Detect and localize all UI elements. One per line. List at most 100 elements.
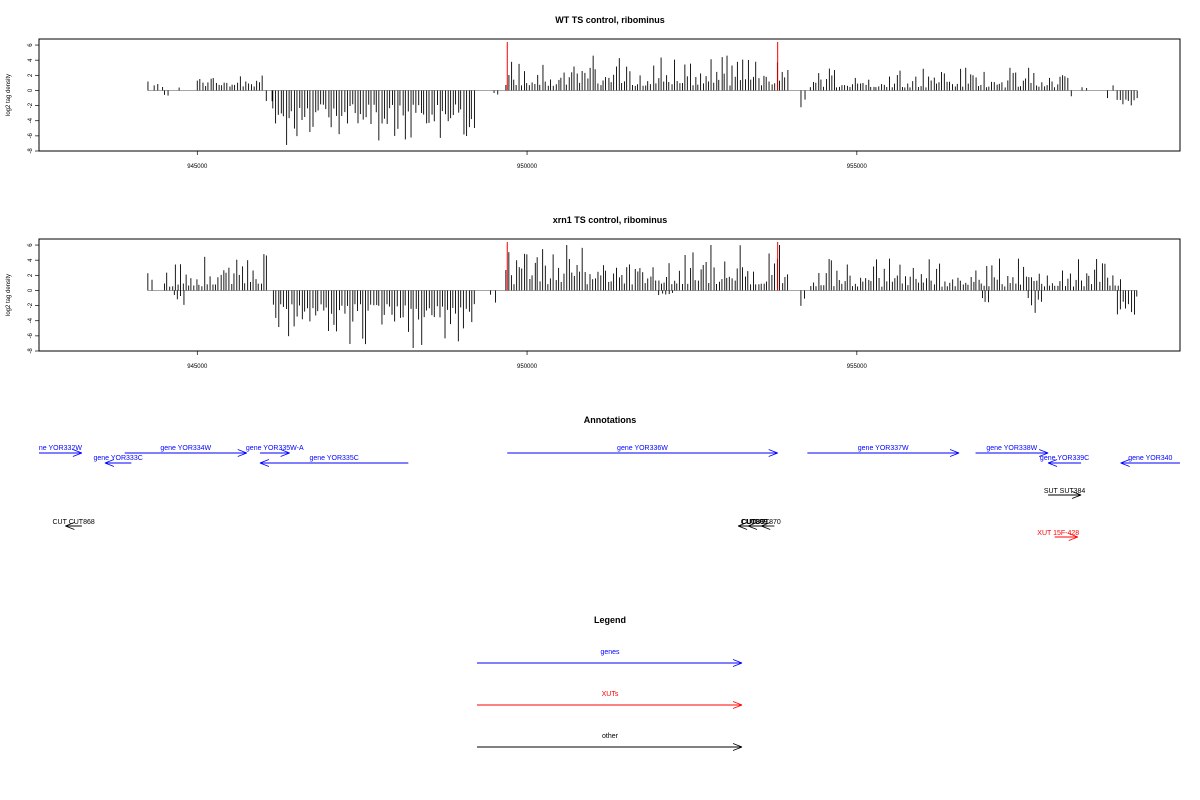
gene-arrow-head	[768, 449, 778, 454]
wt-y-tick-label: -4	[28, 117, 34, 123]
annotation-features: ne YOR332W gene YOR333C gene YOR334W gene Y…	[39, 445, 1180, 541]
gene-arrow-head	[72, 452, 83, 457]
other-arrow-head	[761, 522, 771, 527]
legend-arrow-other-head	[732, 746, 743, 751]
wt-panel-title: WT TS control, ribominus	[555, 15, 665, 25]
other-arrow-head	[1071, 494, 1082, 499]
xrn1-y-tick-label: 6	[28, 243, 34, 247]
gene-label: gene YOR333C	[93, 455, 142, 462]
other-label: CUT869	[742, 519, 768, 526]
other-label: CUT	[741, 519, 756, 526]
wt-x-axis: 945000 950000 955000	[187, 151, 867, 170]
other-arrow-head	[65, 522, 75, 527]
wt-signal-bars	[147, 55, 1138, 145]
wt-y-tick-label: 4	[28, 58, 34, 62]
xrn1-y-axis: -8 -6 -4 -2 0 2 4 6	[28, 243, 39, 354]
wt-x-tick-label: 945000	[187, 164, 208, 170]
xrn1-y-tick-label: -8	[28, 348, 34, 354]
legend-label: genes	[600, 649, 620, 656]
xrn1-y-tick-label: 4	[28, 258, 34, 262]
other-arrow-head	[1071, 491, 1082, 496]
wt-y-axis-label: log2 tag density	[6, 74, 12, 116]
wt-markers	[506, 42, 779, 91]
xrn1-markers	[506, 242, 779, 291]
legend-label: XUTs	[602, 691, 619, 698]
gene-arrow-head	[72, 449, 83, 454]
gene-arrow-head	[1047, 462, 1058, 467]
xrn1-y-axis-label: log2 tag density	[6, 274, 12, 316]
wt-y-tick-label: 6	[28, 43, 34, 47]
gene-arrow-head	[237, 449, 247, 454]
legend-title: Legend	[594, 615, 626, 625]
annotations-title: Annotations	[584, 415, 637, 425]
wt-plot-frame	[38, 38, 1181, 152]
legend-label: other	[602, 733, 619, 740]
xrn1-signal-panel: xrn1 TS control, ribominus log2 tag dens…	[6, 215, 1181, 370]
gene-arrow-head	[280, 449, 290, 454]
xrn1-y-tick-label: 2	[28, 273, 34, 277]
gene-label: gene YOR337W	[858, 445, 909, 452]
legend-items: genes XUTs other	[477, 649, 743, 751]
other-label: CUT870	[755, 519, 781, 526]
wt-y-tick-label: 0	[28, 88, 34, 92]
gene-arrow-head	[949, 452, 960, 457]
xrn1-y-tick-label: -4	[28, 317, 34, 323]
gene-label: gene YOR334W	[160, 445, 211, 452]
legend-arrow-genes-head	[732, 659, 743, 664]
gene-label: gene YOR335W-A	[246, 445, 304, 452]
xrn1-y-tick-label: -2	[28, 302, 34, 308]
xrn1-x-tick-label: 945000	[187, 364, 208, 370]
xrn1-x-tick-label: 950000	[517, 364, 538, 370]
xrn1-x-tick-label: 955000	[847, 364, 868, 370]
gene-arrow-head	[237, 452, 247, 457]
xrn1-signal-bars	[147, 245, 1138, 348]
gene-arrow-head	[104, 462, 115, 467]
gene-label: gene YOR338W	[986, 445, 1037, 452]
gene-arrow-head	[768, 452, 778, 457]
xrn1-y-tick-label: -6	[28, 333, 34, 339]
gene-arrow-head	[949, 449, 960, 454]
xrn1-panel-title: xrn1 TS control, ribominus	[553, 215, 668, 225]
gene-label: ne YOR332W	[39, 445, 82, 452]
wt-y-tick-label: 2	[28, 73, 34, 77]
annotations-track: Annotations ne YOR332W gene YOR333C gene Y…	[39, 415, 1180, 541]
gene-arrow-head	[1038, 452, 1049, 457]
gene-arrow-head	[259, 462, 270, 467]
gene-label: gene YOR336W	[617, 445, 668, 452]
gene-label: gene YOR335C	[309, 455, 358, 462]
gene-arrow-head	[1047, 459, 1058, 464]
xrn1-y-tick-label: 0	[28, 288, 34, 292]
other-arrow-head	[65, 525, 75, 530]
other-arrow-head	[737, 522, 748, 527]
wt-x-tick-label: 955000	[847, 164, 868, 170]
xut-label: XUT 15F-428	[1037, 530, 1079, 537]
gene-arrow-head	[259, 459, 270, 464]
wt-y-tick-label: -2	[28, 102, 34, 108]
other-label: SUT SUT384	[1044, 488, 1086, 495]
gene-arrow-head	[1120, 459, 1130, 464]
other-arrow-head	[761, 525, 771, 530]
xut-arrow-head	[1068, 533, 1078, 538]
gene-label: gene YOR340	[1128, 455, 1172, 462]
gene-arrow-head	[280, 452, 290, 457]
wt-y-axis: -8 -6 -4 -2 0 2 4 6	[28, 43, 39, 154]
gene-arrow-head	[1120, 462, 1130, 467]
wt-y-tick-label: -8	[28, 148, 34, 154]
gene-label: gene YOR339C	[1040, 455, 1089, 462]
legend-arrow-genes-head	[732, 662, 743, 667]
other-arrow-head	[747, 525, 758, 530]
legend: Legend genes XUTs other	[477, 615, 743, 751]
other-label: CUT CUT868	[52, 519, 94, 526]
gene-arrow-head	[1038, 449, 1049, 454]
wt-x-tick-label: 950000	[517, 164, 538, 170]
legend-arrow-other-head	[732, 743, 743, 748]
xrn1-plot-frame	[38, 238, 1181, 352]
wt-y-tick-label: -6	[28, 133, 34, 139]
other-arrow-head	[737, 525, 748, 530]
gene-arrow-head	[104, 459, 115, 464]
other-arrow-head	[747, 522, 758, 527]
xrn1-x-axis: 945000 950000 955000	[187, 351, 867, 370]
wt-signal-panel: WT TS control, ribominus log2 tag densit…	[6, 15, 1181, 170]
other-label: CUT	[751, 519, 766, 526]
